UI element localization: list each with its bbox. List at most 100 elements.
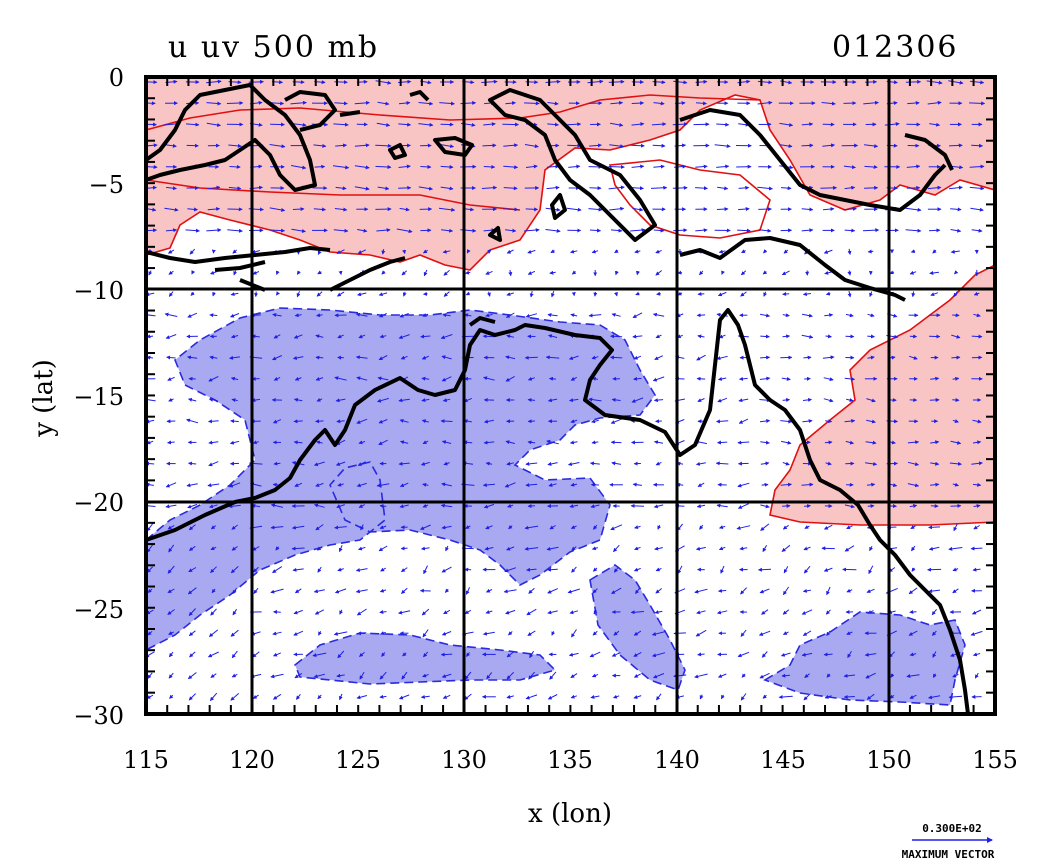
wind-vector xyxy=(481,79,498,84)
negative-anomaly-region-southcentral xyxy=(294,632,557,685)
wind-vector xyxy=(483,164,496,169)
wind-vector xyxy=(847,651,852,659)
wind-vector xyxy=(399,440,409,445)
wind-vector xyxy=(400,355,408,360)
wind-vector xyxy=(845,440,855,445)
wind-vector xyxy=(717,291,727,297)
wind-vector xyxy=(973,313,981,318)
wind-vector xyxy=(376,483,390,488)
wind-vector xyxy=(783,249,789,254)
wind-vector xyxy=(591,546,599,551)
wind-vector xyxy=(633,355,642,360)
wind-vector xyxy=(336,504,345,509)
wind-vector xyxy=(168,672,174,679)
wind-vector xyxy=(778,695,793,700)
y-tick-label: 0 xyxy=(109,64,124,92)
wind-vector xyxy=(867,249,874,254)
wind-vector xyxy=(376,397,389,403)
wind-vector xyxy=(970,207,984,212)
wind-vector xyxy=(212,291,216,297)
wind-vector xyxy=(335,143,348,148)
wind-vector xyxy=(781,270,790,276)
wind-vector xyxy=(313,503,325,508)
wind-vector xyxy=(208,504,218,509)
wind-vector xyxy=(186,483,198,488)
wind-vector xyxy=(950,503,962,508)
wind-vector xyxy=(547,313,558,317)
wind-vector xyxy=(398,164,411,169)
wind-vector xyxy=(909,504,918,508)
wind-vector xyxy=(337,567,344,572)
x-tick-label: 145 xyxy=(760,746,806,774)
wind-vector xyxy=(846,525,853,530)
coastline-java xyxy=(146,246,331,264)
wind-vector xyxy=(905,207,922,212)
wind-vector xyxy=(867,355,875,360)
wind-vector xyxy=(950,440,962,445)
wind-vector xyxy=(315,419,324,424)
wind-vector xyxy=(823,398,834,403)
wind-vector xyxy=(147,588,153,593)
wind-vector xyxy=(569,398,579,403)
wind-vector xyxy=(614,270,619,276)
wind-vector xyxy=(952,482,960,487)
wind-vector xyxy=(421,376,430,381)
wind-vector xyxy=(716,355,728,361)
wind-vector xyxy=(166,186,177,191)
wind-vector xyxy=(570,673,578,679)
wind-vector xyxy=(147,672,153,679)
wind-vector xyxy=(737,482,750,488)
wind-vector xyxy=(757,100,773,105)
wind-vector xyxy=(614,292,618,297)
wind-vector xyxy=(421,419,429,424)
wind-vector xyxy=(866,482,876,487)
wind-vector xyxy=(440,334,453,340)
wind-vector xyxy=(292,355,304,360)
wind-vector xyxy=(825,419,833,424)
wind-vector xyxy=(567,122,582,127)
wind-vector xyxy=(890,673,895,678)
wind-vector xyxy=(269,207,286,212)
wind-vector xyxy=(610,228,623,233)
wind-vector xyxy=(546,164,560,169)
wind-vector xyxy=(803,355,812,360)
wind-vector xyxy=(506,334,515,339)
wind-vector xyxy=(147,631,153,636)
wind-vector xyxy=(508,525,513,530)
wind-vector xyxy=(720,694,725,700)
wind-vector xyxy=(589,461,600,466)
wind-vector xyxy=(210,546,217,551)
wind-vector xyxy=(379,334,387,339)
wind-vector xyxy=(718,334,726,339)
wind-vector xyxy=(634,525,641,530)
wind-vector xyxy=(506,292,514,296)
wind-vector xyxy=(926,80,943,85)
wind-vector xyxy=(591,419,599,424)
wind-vector xyxy=(864,144,879,148)
wind-vector xyxy=(824,694,832,699)
wind-vector xyxy=(950,228,962,233)
wind-vector xyxy=(804,504,811,509)
wind-vector xyxy=(949,461,962,466)
wind-vector xyxy=(863,100,879,105)
wind-vector xyxy=(418,186,434,191)
wind-vector xyxy=(846,631,853,635)
wind-vector xyxy=(293,440,303,445)
wind-vector xyxy=(740,270,747,276)
wind-vector xyxy=(905,79,922,84)
wind-vector xyxy=(379,588,387,593)
wind-vector xyxy=(905,228,922,233)
wind-vector xyxy=(609,144,625,149)
wind-vector xyxy=(419,524,431,530)
wind-vector xyxy=(211,588,216,594)
wind-vector xyxy=(441,376,452,382)
wind-vector xyxy=(591,673,599,678)
wind-vector xyxy=(313,207,327,212)
wind-vector xyxy=(508,269,513,277)
wind-vector xyxy=(570,313,578,318)
wind-vector xyxy=(864,164,878,169)
wind-vector xyxy=(588,313,602,318)
wind-vector xyxy=(762,694,767,699)
wind-vector xyxy=(694,588,708,594)
wind-vector xyxy=(294,482,303,487)
